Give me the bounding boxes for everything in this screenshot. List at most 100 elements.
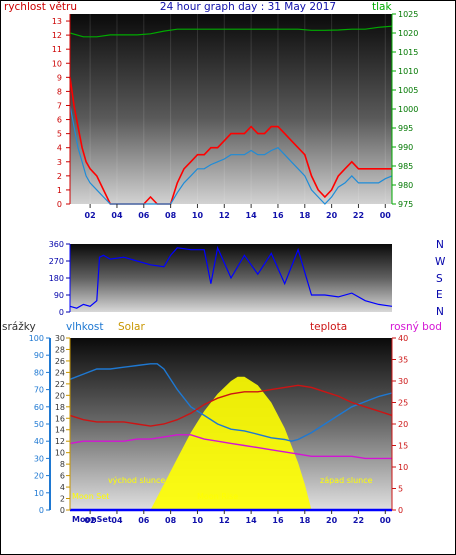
compass-labels: N W S E N bbox=[435, 239, 446, 318]
pressure-tick-label: 995 bbox=[398, 124, 413, 133]
time-tick-label: 08 bbox=[165, 211, 177, 220]
time-tick-label: 14 bbox=[246, 516, 258, 525]
series-line-dew bbox=[69, 434, 392, 460]
temperature-tick-label: 20 bbox=[398, 420, 408, 429]
pressure-tick-label: 980 bbox=[398, 181, 413, 190]
time-tick-label: 08 bbox=[165, 516, 177, 525]
wind-speed-tick-label: 6 bbox=[57, 116, 62, 125]
pressure-tick-label: 985 bbox=[398, 162, 413, 171]
humidity-tick-label: 22 bbox=[55, 380, 65, 389]
series-line-temperature bbox=[69, 384, 393, 427]
wind-speed-tick-label: 0 bbox=[57, 200, 62, 209]
wind-speed-tick-label: 8 bbox=[57, 87, 62, 96]
pressure-tick-label: 1005 bbox=[398, 86, 418, 95]
direction-ticks: 0 90 180 270 360 bbox=[49, 240, 70, 317]
wind-speed-tick-label: 7 bbox=[57, 101, 62, 110]
rain-tick-label: 90 bbox=[34, 351, 44, 360]
time-tick-label: 06 bbox=[138, 516, 150, 525]
direction-tick-label: 270 bbox=[49, 257, 64, 266]
time-ticks-bottom: 02 04 06 08 10 12 14 16 18 20 22 00 bbox=[85, 510, 392, 525]
humidity-tick-label: 2 bbox=[60, 495, 65, 504]
pressure-axis-title: tlak bbox=[372, 1, 392, 13]
pressure-tick-label: 1015 bbox=[398, 48, 418, 57]
humidity-tick-label: 20 bbox=[55, 391, 65, 400]
humidity-tick-label: 18 bbox=[55, 403, 65, 412]
time-tick-label: 10 bbox=[192, 516, 204, 525]
direction-tick-label: 0 bbox=[59, 308, 64, 317]
temperature-tick-label: 0 bbox=[398, 506, 403, 515]
humidity-tick-label: 12 bbox=[55, 437, 65, 446]
time-tick-label: 04 bbox=[111, 516, 123, 525]
compass-label-e: E bbox=[436, 289, 443, 301]
compass-label-w: W bbox=[435, 256, 446, 268]
temperature-tick-label: 10 bbox=[398, 463, 408, 472]
wind-pressure-plot-area bbox=[70, 14, 392, 204]
humidity-tick-label: 6 bbox=[60, 472, 65, 481]
wind-series bbox=[69, 25, 393, 205]
wind-speed-tick-label: 4 bbox=[57, 144, 62, 153]
series-line-avg bbox=[69, 105, 393, 205]
rain-tick-label: 100 bbox=[29, 334, 44, 343]
temperature-tick-label: 25 bbox=[398, 399, 408, 408]
wind-speed-axis-title: rychlost větru bbox=[4, 1, 77, 13]
pressure-ticks: 975 980 985 990 995 1000 1005 1010 1015 1020 1025 bbox=[392, 10, 418, 209]
moon-rise-annotation: Moon Rise bbox=[197, 492, 238, 501]
time-tick-label: 12 bbox=[219, 516, 230, 525]
direction-series bbox=[69, 245, 393, 309]
pressure-tick-label: 1010 bbox=[398, 67, 418, 76]
rain-axis-title: srážky bbox=[2, 321, 36, 333]
rain-tick-label: 10 bbox=[34, 489, 44, 498]
humidity-tick-label: 30 bbox=[55, 334, 65, 343]
series-line-humidity bbox=[69, 363, 393, 442]
pressure-tick-label: 990 bbox=[398, 143, 413, 152]
time-tick-label: 00 bbox=[380, 211, 392, 220]
humidity-axis-title: vlhkost bbox=[66, 321, 104, 333]
time-tick-label: 00 bbox=[380, 516, 392, 525]
time-tick-label: 10 bbox=[192, 211, 204, 220]
sunrise-annotation: východ slunce bbox=[108, 476, 165, 485]
wind-speed-tick-label: 11 bbox=[52, 45, 62, 54]
temperature-tick-label: 15 bbox=[398, 442, 408, 451]
moon-set-annotation: Moon Set bbox=[72, 492, 109, 501]
humidity-tick-label: 8 bbox=[60, 460, 65, 469]
moon-set-axis-marker: MoonSet bbox=[72, 515, 112, 524]
temperature-tick-label: 40 bbox=[398, 334, 408, 343]
chart-title: 24 hour graph day : 31 May 2017 bbox=[160, 1, 336, 13]
wind-speed-tick-label: 2 bbox=[57, 172, 62, 181]
climate-series bbox=[69, 363, 393, 512]
time-tick-label: 06 bbox=[138, 211, 150, 220]
rain-tick-label: 40 bbox=[34, 437, 44, 446]
compass-label-n-top: N bbox=[436, 239, 444, 251]
time-tick-label: 14 bbox=[246, 211, 258, 220]
pressure-tick-label: 975 bbox=[398, 200, 413, 209]
rain-tick-label: 60 bbox=[34, 403, 44, 412]
rain-ticks: 0 10 20 30 40 50 60 70 80 90 100 bbox=[29, 334, 50, 515]
humidity-tick-label: 14 bbox=[55, 426, 65, 435]
time-tick-label: 18 bbox=[299, 516, 311, 525]
compass-label-n-bottom: N bbox=[436, 306, 444, 318]
dew-point-axis-title: rosný bod bbox=[390, 321, 442, 333]
humidity-tick-label: 26 bbox=[55, 357, 65, 366]
direction-tick-label: 90 bbox=[54, 291, 64, 300]
humidity-tick-label: 10 bbox=[55, 449, 65, 458]
wind-speed-tick-label: 1 bbox=[57, 186, 62, 195]
rain-tick-label: 70 bbox=[34, 386, 44, 395]
time-tick-label: 12 bbox=[219, 211, 230, 220]
rain-tick-label: 20 bbox=[34, 472, 44, 481]
sunset-annotation: západ slunce bbox=[320, 476, 373, 485]
rain-tick-label: 0 bbox=[39, 506, 44, 515]
series-line-pressure bbox=[69, 25, 393, 38]
time-tick-label: 22 bbox=[353, 516, 364, 525]
time-tick-label: 22 bbox=[353, 211, 364, 220]
time-tick-label: 20 bbox=[326, 211, 338, 220]
time-tick-label: 02 bbox=[85, 516, 96, 525]
rain-tick-label: 30 bbox=[34, 454, 44, 463]
pressure-tick-label: 1000 bbox=[398, 105, 418, 114]
time-tick-label: 18 bbox=[299, 211, 311, 220]
time-tick-label: 16 bbox=[272, 211, 284, 220]
wind-grid bbox=[89, 14, 386, 204]
temperature-tick-label: 30 bbox=[398, 377, 408, 386]
temperature-ticks: 0 5 10 15 20 25 30 35 40 bbox=[392, 334, 408, 515]
